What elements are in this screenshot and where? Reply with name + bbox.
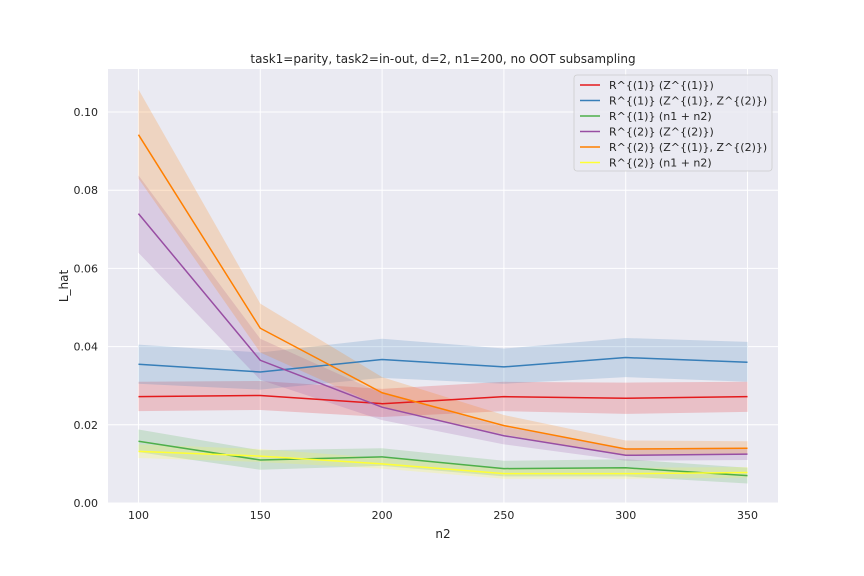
confidence-band-4 [138,89,748,457]
legend-label-0: R^{(1)} (Z^{(1)}) [609,79,714,92]
series-lines [137,134,748,477]
y-tick-label: 0.02 [74,419,99,432]
legend-label-2: R^{(1)} (n1 + n2) [609,110,712,123]
y-tick-label: 0.00 [74,497,99,510]
x-axis-ticks: 100 150 200 250 300 350 [128,509,758,522]
legend-label-3: R^{(2)} (Z^{(2)}) [609,126,714,139]
confidence-band-3 [138,175,748,461]
y-axis-ticks: 0.00 0.02 0.04 0.06 0.08 0.10 [74,106,99,510]
chart-title: task1=parity, task2=in-out, d=2, n1=200,… [250,52,635,66]
x-tick-label: 350 [737,509,758,522]
confidence-band-0 [138,381,748,417]
x-tick-label: 250 [493,509,514,522]
legend-label-5: R^{(2)} (n1 + n2) [609,157,712,170]
y-tick-label: 0.08 [74,184,99,197]
legend: R^{(1)} (Z^{(1)}) R^{(1)} (Z^{(1)}, Z^{(2… [573,74,773,172]
y-tick-label: 0.06 [74,262,99,275]
x-axis-label: n2 [435,527,450,541]
series-line-2 [138,440,748,477]
y-tick-label: 0.04 [74,341,99,354]
x-tick-label: 300 [615,509,636,522]
x-tick-label: 150 [250,509,271,522]
legend-label-1: R^{(1)} (Z^{(1)}, Z^{(2)}) [609,95,767,108]
x-tick-label: 200 [372,509,393,522]
legend-label-4: R^{(2)} (Z^{(1)}, Z^{(2)}) [609,141,767,154]
confidence-bands [138,89,748,484]
y-axis-label: L_hat [57,270,71,303]
confidence-band-2 [138,429,748,484]
y-tick-label: 0.10 [74,106,99,119]
series-line-4 [137,134,748,450]
legend-box [573,74,773,172]
confidence-band-5 [138,444,748,479]
x-tick-label: 100 [128,509,149,522]
series-line-0 [138,394,748,405]
grid-lines [108,69,778,504]
series-line-1 [138,356,748,373]
series-line-5 [138,450,748,475]
series-line-3 [137,213,748,457]
